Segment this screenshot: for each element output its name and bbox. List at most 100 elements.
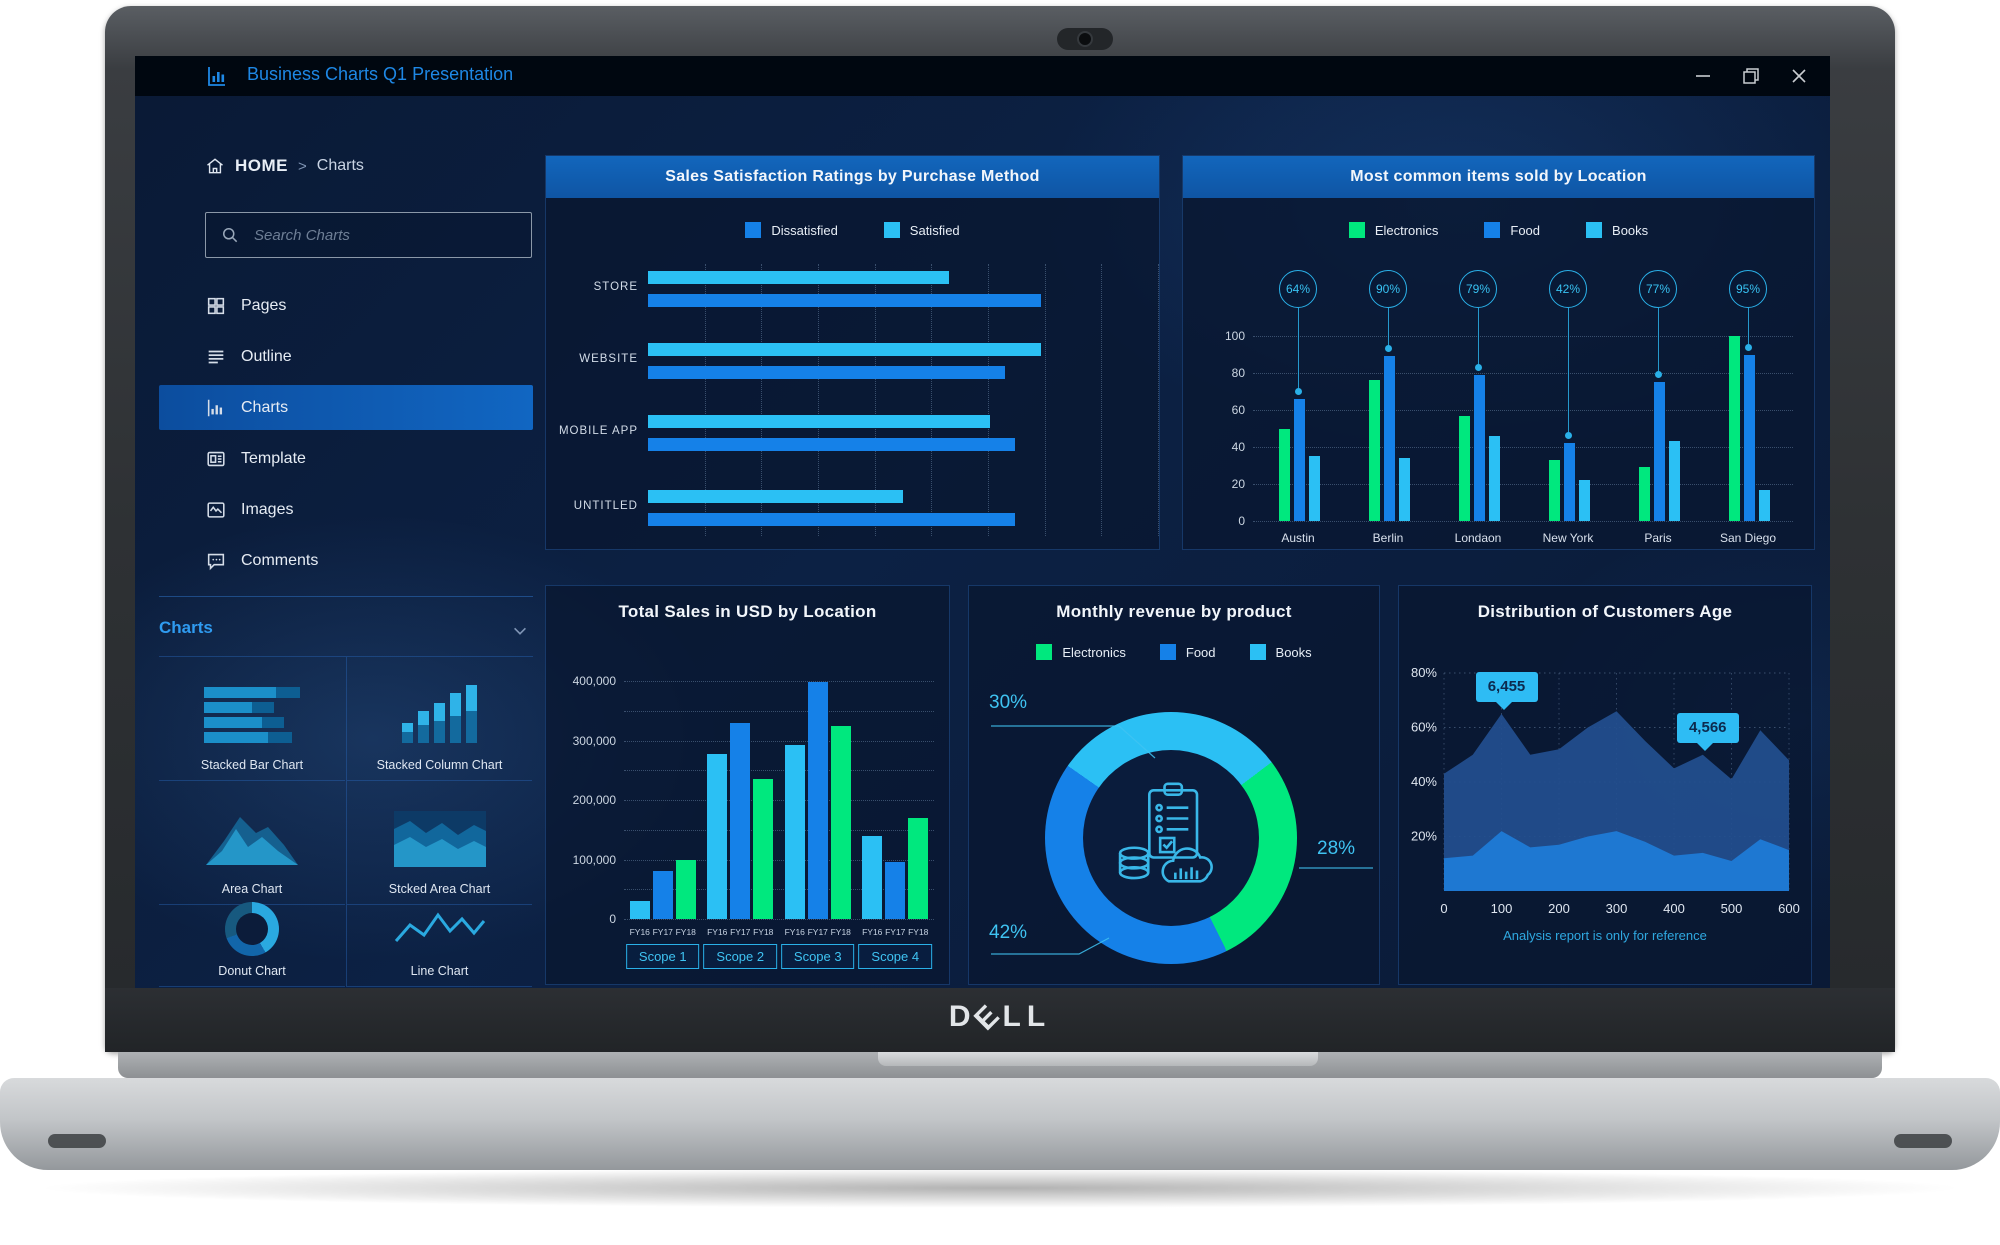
sidebar-item-outline[interactable]: Outline — [135, 331, 535, 382]
breadcrumb-separator: > — [298, 157, 307, 175]
gridline — [624, 889, 934, 891]
sidebar-item-pages[interactable]: Pages — [135, 280, 535, 331]
svg-text:500: 500 — [1721, 901, 1743, 916]
breadcrumb-home-link[interactable]: HOME — [235, 156, 288, 175]
breadcrumb: HOME > Charts — [205, 156, 364, 176]
gridline — [624, 710, 934, 712]
search-icon — [220, 225, 240, 245]
svg-text:200: 200 — [1548, 901, 1570, 916]
category-label: UNTITLED — [573, 500, 638, 512]
sidebar-item-charts[interactable]: Charts — [135, 382, 535, 433]
y-tick-label: 400,000 — [572, 674, 616, 688]
window-controls — [1692, 56, 1810, 96]
chart-caption: Analysis report is only for reference — [1503, 928, 1707, 943]
report-cloud-icon — [1118, 782, 1213, 883]
chart-type-area[interactable]: Area Chart — [159, 781, 345, 905]
legend-item-dissatisfied: Dissatisfied — [745, 222, 838, 238]
sidebar-item-images[interactable]: Images — [135, 484, 535, 535]
gridline — [624, 859, 934, 861]
search-input[interactable] — [252, 225, 531, 245]
legend-item-food: Food — [1484, 222, 1540, 238]
chart-type-donut[interactable]: Donut Chart — [159, 902, 345, 987]
y-tick-label: 60 — [1231, 403, 1245, 417]
bar-books — [1488, 435, 1500, 521]
bar-food — [1563, 443, 1575, 521]
bar-sublabel: FY18 — [675, 927, 696, 937]
scope-button[interactable]: Scope 2 — [703, 944, 778, 969]
bar-electronics — [1548, 459, 1560, 521]
badge-connector — [1568, 308, 1569, 436]
gridline — [1158, 264, 1159, 536]
dell-logo-letter: L — [1002, 1000, 1027, 1033]
bar-electronics — [1728, 336, 1740, 521]
bar-food — [1473, 374, 1485, 521]
restore-button[interactable] — [1740, 65, 1762, 87]
comments-icon — [205, 550, 227, 572]
category-label: MOBILE APP — [558, 425, 638, 437]
charts-section-title: Charts — [159, 618, 213, 637]
sidebar-item-label: Images — [241, 500, 294, 518]
app-content: HOME > Charts Pages Outline Charts Template… — [135, 96, 1830, 988]
bar-satisfied — [648, 343, 1041, 356]
scope-button[interactable]: Scope 1 — [625, 944, 700, 969]
data-tooltip: 6,455 — [1475, 671, 1538, 710]
charts-section-header[interactable]: Charts — [159, 614, 533, 648]
scope-button[interactable]: Scope 3 — [780, 944, 855, 969]
percent-badge: 64% — [1279, 270, 1317, 308]
panel-items-location: Most common items sold by Location Elect… — [1182, 155, 1815, 550]
bar-food — [1293, 398, 1305, 521]
badge-connector — [1388, 308, 1389, 349]
legend-item-food: Food — [1159, 644, 1216, 660]
sidebar-item-label: Outline — [241, 347, 292, 365]
bar-satisfied — [648, 271, 949, 284]
bar-sublabel: FY17 — [730, 927, 751, 937]
percent-badge: 90% — [1369, 270, 1407, 308]
badge-dot — [1655, 371, 1662, 379]
svg-text:300: 300 — [1606, 901, 1628, 916]
badge-connector — [1478, 308, 1479, 367]
gridline — [874, 264, 876, 536]
badge-connector — [1298, 308, 1299, 391]
chart-type-stacked-area[interactable]: Stcked Area Chart — [346, 781, 532, 905]
chart-items-location: 0 20 40 60 80 100 Austin 64% Berlin 90% Londaon 79%… — [1183, 156, 1816, 551]
bar-fy18 — [830, 725, 851, 919]
bar-satisfied — [648, 415, 990, 428]
gridline — [1253, 336, 1793, 337]
y-tick-label: 40 — [1231, 440, 1245, 454]
panel-monthly-revenue: Monthly revenue by product Electronics Fo… — [968, 585, 1380, 985]
legend-label: Food — [1185, 644, 1216, 660]
template-icon — [205, 448, 227, 470]
sidebar-item-template[interactable]: Template — [135, 433, 535, 484]
chevron-down-icon[interactable] — [511, 622, 529, 640]
gridline — [1253, 410, 1793, 411]
chart-type-label: Donut Chart — [218, 964, 286, 978]
svg-text:60%: 60% — [1411, 720, 1437, 735]
bar-satisfied — [648, 490, 903, 503]
legend-satisfaction: Dissatisfied Satisfied — [546, 222, 1159, 238]
chart-monthly-revenue: 30% 28% 42% — [969, 586, 1381, 986]
svg-text:0: 0 — [1440, 901, 1447, 916]
gridline — [624, 919, 934, 920]
panel-items-location-title: Most common items sold by Location — [1183, 156, 1814, 198]
sidebar-item-comments[interactable]: Comments — [135, 535, 535, 586]
panel-satisfaction: Sales Satisfaction Ratings by Purchase M… — [545, 155, 1160, 550]
bar-fy18 — [675, 859, 696, 919]
search-box[interactable] — [205, 212, 532, 258]
scope-button[interactable]: Scope 4 — [858, 944, 933, 969]
bar-sublabel: FY17 — [652, 927, 673, 937]
sidebar-item-label: Pages — [241, 296, 287, 314]
dell-logo-letter: D — [948, 1000, 977, 1033]
sidebar-item-label: Template — [241, 449, 306, 467]
minimize-button[interactable] — [1692, 65, 1714, 87]
sidebar-item-label: Charts — [241, 398, 289, 416]
chart-type-stacked-bar[interactable]: Stacked Bar Chart — [159, 657, 345, 781]
chart-type-line[interactable]: Line Chart — [346, 905, 532, 987]
close-button[interactable] — [1788, 65, 1810, 87]
chart-type-label: Stcked Area Chart — [388, 882, 491, 896]
panel-satisfaction-title: Sales Satisfaction Ratings by Purchase M… — [546, 156, 1159, 198]
chart-type-label: Line Chart — [410, 964, 469, 978]
bar-food — [1743, 354, 1755, 521]
gridline — [704, 264, 706, 536]
chart-type-stacked-column[interactable]: Stacked Column Chart — [346, 657, 532, 781]
legend-items-location: Electronics Food Books — [1183, 222, 1814, 238]
